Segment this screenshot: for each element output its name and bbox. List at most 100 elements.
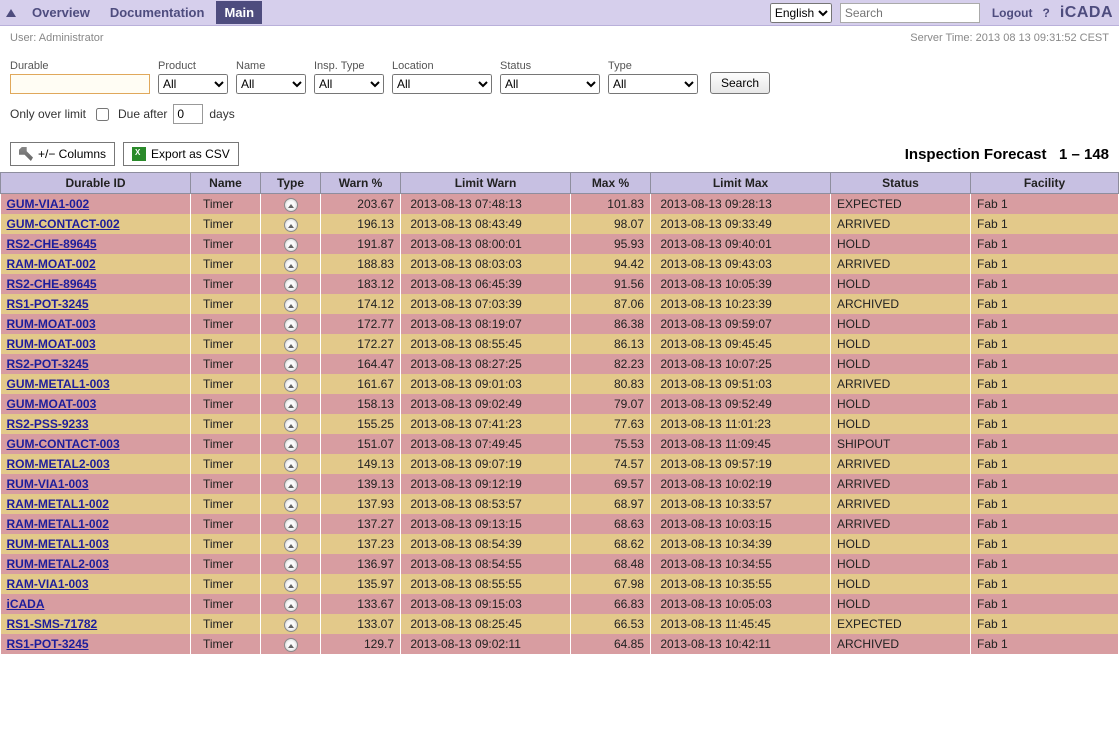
- timer-icon: [284, 378, 298, 392]
- durable-link[interactable]: RS1-POT-3245: [7, 637, 89, 651]
- durable-link[interactable]: RUM-METAL2-003: [7, 557, 109, 571]
- cell-facility: Fab 1: [971, 514, 1119, 534]
- columns-button[interactable]: +/− Columns: [10, 142, 115, 166]
- col-type[interactable]: Type: [261, 173, 321, 194]
- cell-limit-max: 2013-08-13 10:34:55: [651, 554, 831, 574]
- cell-status: ARRIVED: [831, 474, 971, 494]
- durable-link[interactable]: GUM-VIA1-002: [7, 197, 90, 211]
- logout-link[interactable]: Logout: [992, 6, 1033, 20]
- durable-link[interactable]: RUM-METAL1-003: [7, 537, 109, 551]
- timer-icon: [284, 338, 298, 352]
- col-name[interactable]: Name: [191, 173, 261, 194]
- cell-limit-max: 2013-08-13 09:40:01: [651, 234, 831, 254]
- durable-link[interactable]: RUM-MOAT-003: [7, 337, 96, 351]
- cell-limit-max: 2013-08-13 10:05:39: [651, 274, 831, 294]
- cell-facility: Fab 1: [971, 394, 1119, 414]
- cell-type: [261, 434, 321, 454]
- cell-limit-max: 2013-08-13 09:51:03: [651, 374, 831, 394]
- durable-link[interactable]: iCADA: [7, 597, 45, 611]
- nav-overview[interactable]: Overview: [24, 1, 98, 24]
- cell-name: Timer: [191, 334, 261, 354]
- insp-type-select[interactable]: All: [314, 74, 384, 94]
- insp-type-label: Insp. Type: [314, 60, 384, 72]
- cell-facility: Fab 1: [971, 614, 1119, 634]
- col-max[interactable]: Max %: [571, 173, 651, 194]
- table-row: RUM-METAL2-003Timer136.97 2013-08-13 08:…: [1, 554, 1119, 574]
- cell-max: 79.07: [571, 394, 651, 414]
- cell-limit-max: 2013-08-13 09:28:13: [651, 194, 831, 215]
- name-select[interactable]: All: [236, 74, 306, 94]
- cell-type: [261, 534, 321, 554]
- language-select[interactable]: English: [770, 3, 832, 23]
- durable-link[interactable]: GUM-CONTACT-003: [7, 437, 120, 451]
- table-row: RAM-METAL1-002Timer137.27 2013-08-13 09:…: [1, 514, 1119, 534]
- durable-link[interactable]: RUM-VIA1-003: [7, 477, 89, 491]
- due-after-checkbox[interactable]: [96, 108, 109, 121]
- timer-icon: [284, 258, 298, 272]
- only-over-limit-label: Only over limit: [10, 107, 86, 121]
- durable-link[interactable]: GUM-MOAT-003: [7, 397, 97, 411]
- cell-type: [261, 354, 321, 374]
- timer-icon: [284, 318, 298, 332]
- col-durable-id[interactable]: Durable ID: [1, 173, 191, 194]
- cell-status: HOLD: [831, 334, 971, 354]
- durable-link[interactable]: RAM-METAL1-002: [7, 517, 109, 531]
- cell-facility: Fab 1: [971, 334, 1119, 354]
- cell-limit-max: 2013-08-13 09:33:49: [651, 214, 831, 234]
- durable-link[interactable]: ROM-METAL2-003: [7, 457, 110, 471]
- durable-link[interactable]: RS2-POT-3245: [7, 357, 89, 371]
- product-label: Product: [158, 60, 228, 72]
- durable-link[interactable]: RAM-MOAT-002: [7, 257, 96, 271]
- server-time: Server Time: 2013 08 13 09:31:52 CEST: [910, 32, 1109, 44]
- durable-link[interactable]: RS1-POT-3245: [7, 297, 89, 311]
- col-limit-warn[interactable]: Limit Warn: [401, 173, 571, 194]
- cell-warn: 161.67: [321, 374, 401, 394]
- type-select[interactable]: All: [608, 74, 698, 94]
- durable-link[interactable]: GUM-METAL1-003: [7, 377, 110, 391]
- cell-name: Timer: [191, 254, 261, 274]
- cell-facility: Fab 1: [971, 274, 1119, 294]
- durable-link[interactable]: RS2-CHE-89645: [7, 277, 97, 291]
- due-after-input[interactable]: [173, 104, 203, 124]
- status-select[interactable]: All: [500, 74, 600, 94]
- cell-limit-max: 2013-08-13 09:43:03: [651, 254, 831, 274]
- durable-link[interactable]: RUM-MOAT-003: [7, 317, 96, 331]
- help-link[interactable]: ?: [1042, 6, 1049, 20]
- durable-link[interactable]: RS2-CHE-89645: [7, 237, 97, 251]
- durable-input[interactable]: [10, 74, 150, 94]
- nav-main[interactable]: Main: [216, 1, 262, 24]
- nav-left-group: Overview Documentation Main: [6, 1, 262, 24]
- location-label: Location: [392, 60, 492, 72]
- durable-link[interactable]: RAM-METAL1-002: [7, 497, 109, 511]
- cell-max: 68.48: [571, 554, 651, 574]
- filter-durable: Durable: [10, 60, 150, 94]
- cell-status: ARRIVED: [831, 514, 971, 534]
- col-limit-max[interactable]: Limit Max: [651, 173, 831, 194]
- cell-name: Timer: [191, 534, 261, 554]
- nav-documentation[interactable]: Documentation: [102, 1, 213, 24]
- collapse-icon[interactable]: [6, 9, 16, 17]
- export-csv-button[interactable]: Export as CSV: [123, 142, 239, 166]
- col-warn[interactable]: Warn %: [321, 173, 401, 194]
- table-row: RS2-POT-3245Timer164.47 2013-08-13 08:27…: [1, 354, 1119, 374]
- product-select[interactable]: All: [158, 74, 228, 94]
- cell-facility: Fab 1: [971, 494, 1119, 514]
- cell-limit-max: 2013-08-13 11:45:45: [651, 614, 831, 634]
- filter-status: Status All: [500, 60, 600, 94]
- cell-type: [261, 274, 321, 294]
- durable-link[interactable]: RAM-VIA1-003: [7, 577, 89, 591]
- durable-link[interactable]: RS2-PSS-9233: [7, 417, 89, 431]
- durable-link[interactable]: GUM-CONTACT-002: [7, 217, 120, 231]
- cell-limit-warn: 2013-08-13 08:27:25: [401, 354, 571, 374]
- cell-type: [261, 254, 321, 274]
- location-select[interactable]: All: [392, 74, 492, 94]
- search-button[interactable]: Search: [710, 72, 770, 94]
- durable-link[interactable]: RS1-SMS-71782: [7, 617, 98, 631]
- table-row: GUM-MOAT-003Timer158.13 2013-08-13 09:02…: [1, 394, 1119, 414]
- global-search-input[interactable]: [840, 3, 980, 23]
- cell-facility: Fab 1: [971, 594, 1119, 614]
- col-facility[interactable]: Facility: [971, 173, 1119, 194]
- cell-warn: 183.12: [321, 274, 401, 294]
- col-status[interactable]: Status: [831, 173, 971, 194]
- cell-warn: 137.93: [321, 494, 401, 514]
